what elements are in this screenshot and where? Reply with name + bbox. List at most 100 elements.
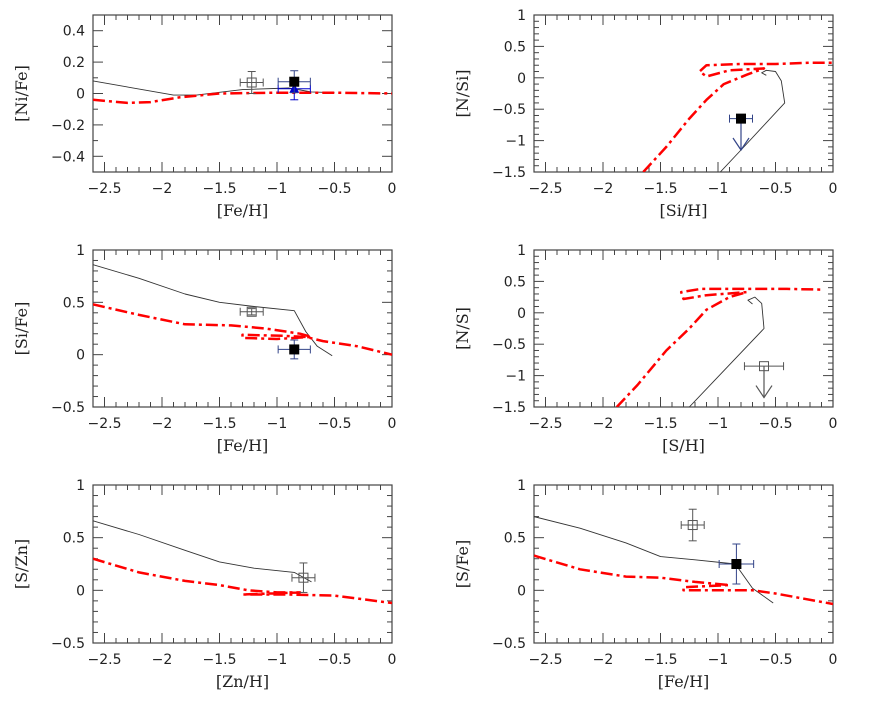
x-tick-label: −0.5 [759, 416, 793, 432]
x-tick-label: −1.5 [644, 416, 678, 432]
filled-square-marker [731, 559, 742, 569]
y-tick-label: −1 [505, 369, 526, 385]
x-tick-label: 0 [388, 652, 397, 668]
x-tick-label: −1.5 [203, 181, 237, 197]
x-axis-label: [Fe/H] [658, 672, 710, 691]
plot-frame [533, 249, 834, 408]
observation-point [277, 70, 311, 94]
x-tick-label: −2 [152, 652, 173, 668]
y-axis-label: [N/S] [453, 307, 472, 350]
x-axis-label: [Si/H] [660, 201, 708, 220]
x-axis-label: [Fe/H] [217, 201, 269, 220]
observation-point [277, 339, 311, 360]
x-tick-label: 0 [388, 181, 397, 197]
y-tick-label: 0 [517, 583, 526, 599]
panel-1: −2.5 −2 −1.5 −1 −0.5 0 −0.4 −0.2 0 0.2 0.4 [Fe/H] [N… [12, 14, 397, 220]
x-tick-label: −0.5 [318, 416, 352, 432]
model-line-dashdot [93, 91, 392, 105]
series-group [642, 61, 833, 172]
y-tick-label: 0.5 [504, 274, 526, 290]
open-square-marker [246, 306, 257, 317]
x-tick-label: −2.5 [88, 652, 122, 668]
y-tick-label: −0.5 [51, 400, 85, 416]
series-group [93, 80, 392, 105]
y-tick-label: 0 [517, 306, 526, 322]
x-axis-label: [Fe/H] [217, 436, 269, 455]
arrow-head [732, 137, 750, 152]
ticks [92, 249, 393, 408]
y-tick-label: 0 [76, 348, 85, 364]
x-tick-label: −2 [593, 652, 614, 668]
x-tick-label: −1.5 [203, 652, 237, 668]
y-tick-label: −1.5 [492, 400, 526, 416]
x-axis-label: [Zn/H] [216, 672, 269, 691]
panel-6: −2.5 −2 −1.5 −1 −0.5 0 −0.5 0 0.5 1 [Fe/H] [S/Fe] [453, 478, 837, 691]
x-tick-label: −1.5 [203, 416, 237, 432]
y-tick-label: 0 [76, 583, 85, 599]
y-tick-label: −0.5 [51, 636, 85, 652]
x-tick-label: −0.5 [318, 652, 352, 668]
model-line-dashdot [93, 557, 392, 605]
model-line-solid [719, 69, 786, 172]
plot-frame [533, 484, 834, 644]
x-tick-label: −1.5 [644, 181, 678, 197]
panel-2: −2.5 −2 −1.5 −1 −0.5 0 −1.5 −1 −0.5 0 0.5 1 [Si/H] [N… [453, 8, 837, 220]
filled-square-marker [289, 344, 300, 355]
x-tick-label: −1 [267, 181, 288, 197]
y-axis-label: [S/Fe] [453, 540, 472, 589]
x-tick-label: −1 [267, 652, 288, 668]
x-tick-label: 0 [829, 416, 838, 432]
model-line-solid [688, 296, 765, 407]
open-square-marker [246, 77, 257, 88]
y-tick-label: 1 [517, 243, 526, 259]
x-tick-label: −0.5 [759, 652, 793, 668]
ticks [92, 484, 393, 644]
y-tick-label: 1 [517, 478, 526, 494]
x-tick-label: 0 [388, 416, 397, 432]
open-square-marker [298, 572, 309, 583]
y-tick-label: −0.2 [51, 118, 85, 134]
model-line-dashdot [534, 554, 833, 606]
open-square-marker [759, 361, 769, 372]
x-tick-label: 0 [829, 652, 838, 668]
model-line-solid [534, 516, 774, 604]
x-tick-label: −1 [708, 181, 729, 197]
plot-frame [533, 14, 834, 173]
x-tick-label: −2 [593, 416, 614, 432]
observation-point [718, 543, 755, 585]
panel-3: −2.5 −2 −1.5 −1 −0.5 0 −0.5 0 0.5 1 [Fe/H] [Si/Fe] [12, 243, 396, 455]
y-tick-label: 1 [76, 243, 85, 259]
x-tick-label: −2.5 [529, 181, 563, 197]
y-axis-label: [Ni/Fe] [12, 65, 31, 122]
y-tick-label: 1 [76, 478, 85, 494]
x-axis-label: [S/H] [662, 436, 705, 455]
y-tick-label: −1 [505, 134, 526, 150]
y-tick-label: −1.5 [492, 165, 526, 181]
x-tick-label: −2 [152, 416, 173, 432]
x-tick-label: −2.5 [529, 416, 563, 432]
y-tick-label: 0.5 [504, 531, 526, 547]
x-tick-label: −2.5 [88, 181, 122, 197]
x-tick-label: −2 [593, 181, 614, 197]
x-tick-label: 0 [829, 181, 838, 197]
panel-5: −2.5 −2 −1.5 −1 −0.5 0 −0.5 0 0.5 1 [Zn/H] [S/Zn] [12, 478, 396, 691]
x-tick-label: −2 [152, 181, 173, 197]
ticks [533, 484, 834, 644]
y-tick-label: −0.4 [51, 149, 85, 165]
y-tick-label: 0.4 [63, 24, 85, 40]
observation-point [743, 361, 785, 399]
model-line-solid [93, 80, 335, 96]
y-tick-label: −0.5 [492, 636, 526, 652]
plot-frame [92, 249, 393, 408]
x-tick-label: −0.5 [759, 181, 793, 197]
filled-square-marker [736, 113, 746, 124]
x-tick-label: −2.5 [529, 652, 563, 668]
series-group [93, 520, 392, 605]
y-tick-label: 0.5 [504, 39, 526, 55]
series-group [93, 264, 392, 357]
observation-point [239, 71, 264, 94]
model-line-dashdot [615, 287, 822, 407]
observation-point [729, 113, 753, 152]
observation-point [291, 562, 316, 593]
